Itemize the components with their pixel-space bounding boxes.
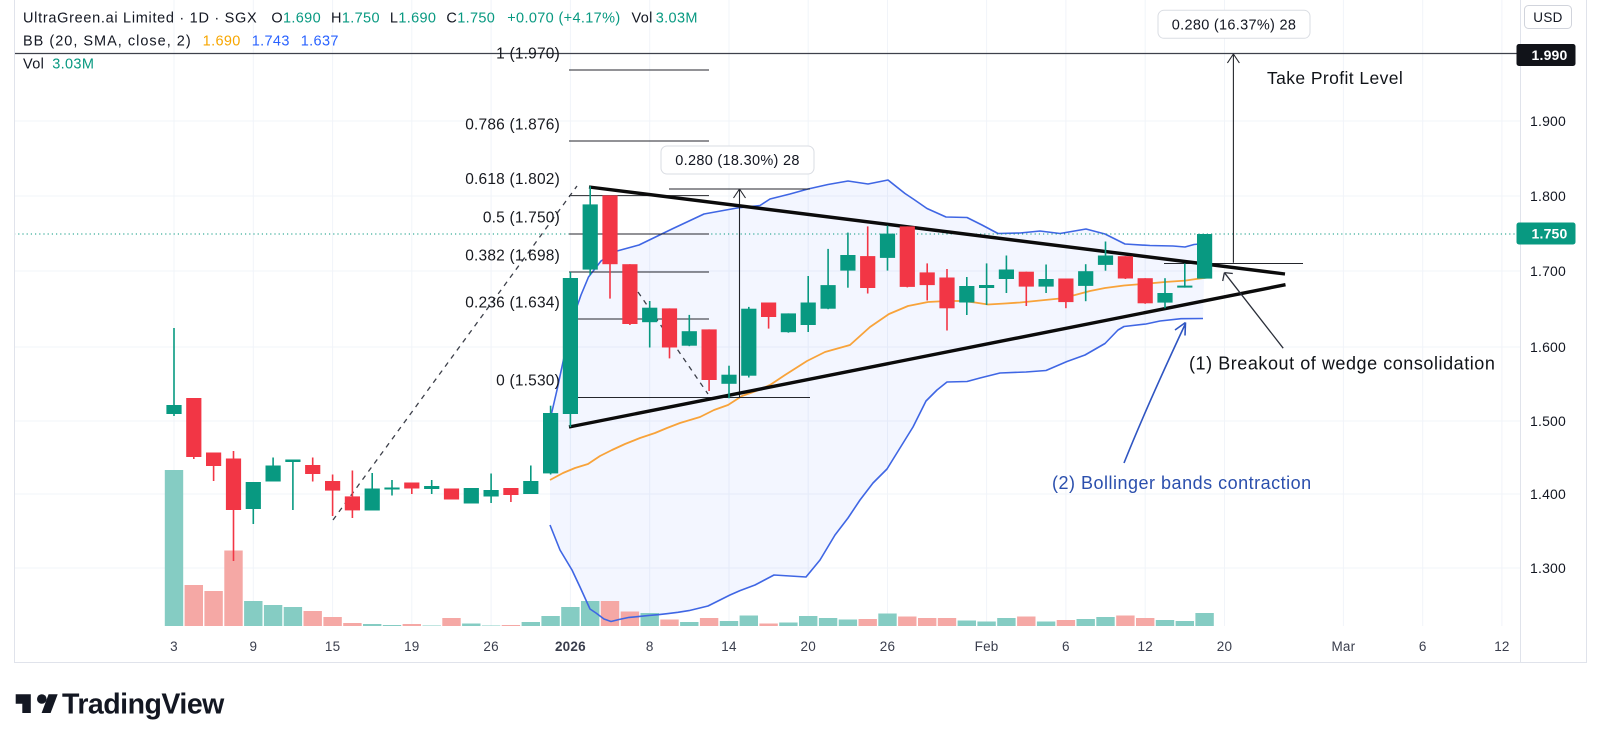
svg-text:TradingView: TradingView xyxy=(62,689,225,721)
svg-text:20: 20 xyxy=(1217,639,1232,654)
svg-text:6: 6 xyxy=(1062,639,1070,654)
svg-text:20: 20 xyxy=(800,639,815,654)
svg-text:1.900: 1.900 xyxy=(1530,113,1566,129)
svg-text:8: 8 xyxy=(646,639,654,654)
svg-text:0.382 (1.698): 0.382 (1.698) xyxy=(465,248,560,265)
svg-text:0.280 (16.37%) 28: 0.280 (16.37%) 28 xyxy=(1172,17,1296,33)
svg-text:UltraGreen.ai Limited · 1D · S: UltraGreen.ai Limited · 1D · SGX O1.690 H1… xyxy=(23,11,698,27)
svg-text:0.280 (18.30%) 28: 0.280 (18.30%) 28 xyxy=(675,153,799,169)
svg-text:0.618 (1.802): 0.618 (1.802) xyxy=(465,171,560,188)
svg-text:1.500: 1.500 xyxy=(1530,413,1566,429)
svg-text:3: 3 xyxy=(170,639,178,654)
svg-text:1.750: 1.750 xyxy=(1532,226,1568,242)
svg-text:26: 26 xyxy=(880,639,895,654)
svg-text:6: 6 xyxy=(1419,639,1427,654)
svg-text:0 (1.530): 0 (1.530) xyxy=(496,373,560,390)
svg-text:1.800: 1.800 xyxy=(1530,188,1566,204)
svg-text:Mar: Mar xyxy=(1331,639,1355,654)
svg-text:Take Profit Level: Take Profit Level xyxy=(1267,68,1403,88)
svg-text:14: 14 xyxy=(721,639,737,654)
svg-text:12: 12 xyxy=(1494,639,1509,654)
svg-text:1.400: 1.400 xyxy=(1530,486,1566,502)
svg-text:USD: USD xyxy=(1533,10,1562,25)
svg-text:1.300: 1.300 xyxy=(1530,560,1566,576)
svg-text:12: 12 xyxy=(1137,639,1152,654)
svg-text:0.5 (1.750): 0.5 (1.750) xyxy=(483,210,560,227)
svg-text:1.600: 1.600 xyxy=(1530,339,1566,355)
svg-text:15: 15 xyxy=(325,639,340,654)
svg-text:(1) Breakout of wedge consolid: (1) Breakout of wedge consolidation xyxy=(1189,354,1495,374)
svg-text:1.990: 1.990 xyxy=(1532,47,1568,63)
svg-text:26: 26 xyxy=(483,639,498,654)
svg-text:0.786 (1.876): 0.786 (1.876) xyxy=(465,117,560,134)
svg-text:Feb: Feb xyxy=(975,639,999,654)
svg-text:19: 19 xyxy=(404,639,419,654)
svg-text:9: 9 xyxy=(249,639,257,654)
svg-text:(2) Bollinger bands contractio: (2) Bollinger bands contraction xyxy=(1052,473,1312,493)
svg-text:2026: 2026 xyxy=(555,639,586,654)
svg-text:1 (1.970): 1 (1.970) xyxy=(496,46,560,63)
svg-text:1.700: 1.700 xyxy=(1530,263,1566,279)
svg-text:0.236 (1.634): 0.236 (1.634) xyxy=(465,295,560,312)
